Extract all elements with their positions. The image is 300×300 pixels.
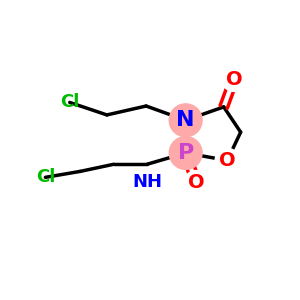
Text: Cl: Cl	[60, 93, 80, 111]
Text: Cl: Cl	[36, 168, 55, 186]
Circle shape	[169, 104, 202, 137]
Circle shape	[215, 148, 239, 172]
Text: P: P	[178, 143, 194, 163]
Circle shape	[222, 67, 246, 92]
Text: NH: NH	[132, 173, 162, 191]
Text: O: O	[219, 151, 236, 170]
Text: O: O	[226, 70, 242, 89]
Text: N: N	[176, 110, 195, 130]
Circle shape	[169, 136, 202, 169]
Circle shape	[184, 171, 208, 195]
Text: O: O	[188, 173, 204, 192]
